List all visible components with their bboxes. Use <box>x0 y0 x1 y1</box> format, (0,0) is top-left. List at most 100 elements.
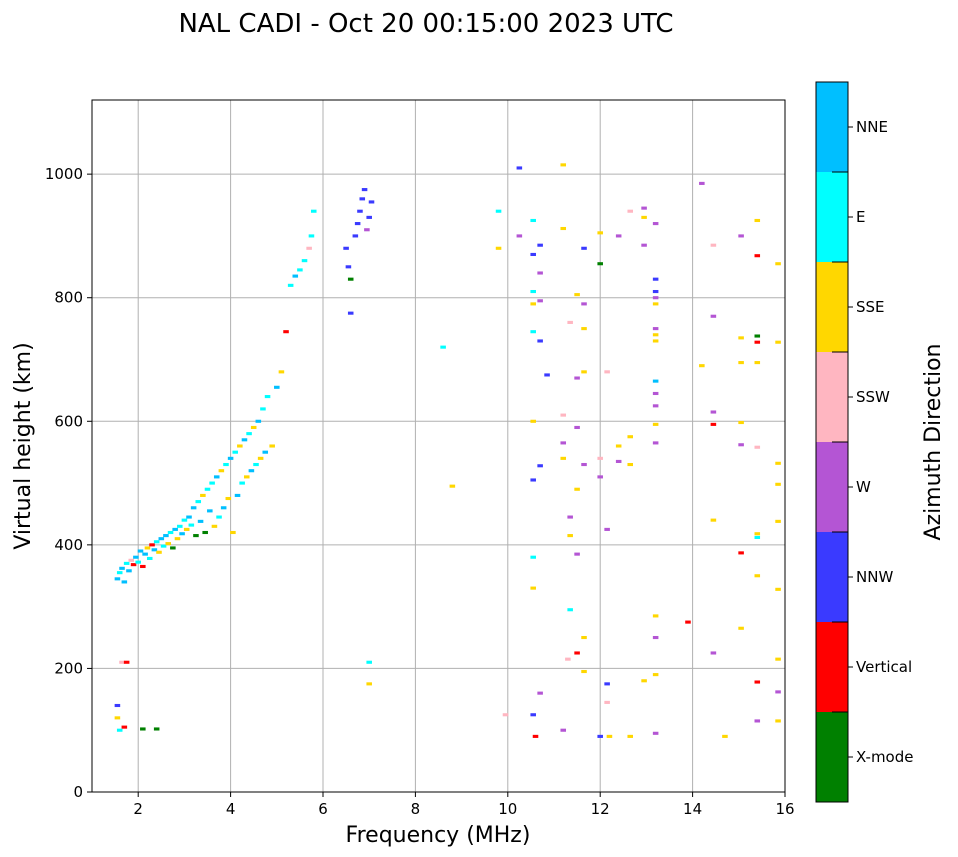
plot-background <box>92 100 785 792</box>
echo-point <box>653 296 659 299</box>
echo-point <box>503 713 509 716</box>
colorbar-category-label: E <box>856 208 865 226</box>
echo-point <box>604 701 610 704</box>
echo-point <box>738 361 744 364</box>
echo-point <box>581 302 587 305</box>
echo-point <box>616 460 622 463</box>
echo-point <box>253 463 259 466</box>
colorbar: X-modeVerticalNNWWSSWSSEENNE <box>816 82 913 802</box>
echo-point <box>641 207 647 210</box>
echo-point <box>122 726 128 729</box>
echo-point <box>209 482 215 485</box>
echo-point <box>207 509 213 512</box>
colorbar-label: Azimuth Direction <box>921 343 946 540</box>
echo-point <box>775 462 781 465</box>
echo-point <box>156 551 162 554</box>
echo-point <box>597 457 603 460</box>
y-axis-label: Virtual height (km) <box>11 342 36 549</box>
echo-point <box>235 494 241 497</box>
echo-point <box>346 265 352 268</box>
x-axis-ticks: 2 4 6 8 10 12 14 16 <box>133 792 794 818</box>
echo-point <box>172 528 178 531</box>
x-tick-label: 12 <box>591 800 610 818</box>
echo-point <box>237 444 243 447</box>
echo-point <box>775 588 781 591</box>
echo-point <box>530 587 536 590</box>
y-tick-label: 1000 <box>45 165 83 183</box>
colorbar-category-label: X-mode <box>856 748 913 766</box>
echo-point <box>246 432 252 435</box>
echo-point <box>574 376 580 379</box>
echo-point <box>560 457 566 460</box>
echo-point <box>653 380 659 383</box>
echo-point <box>126 569 132 572</box>
echo-point <box>653 423 659 426</box>
echo-point <box>145 546 151 549</box>
echo-point <box>653 290 659 293</box>
echo-point <box>124 562 130 565</box>
echo-point <box>616 444 622 447</box>
colorbar-segment <box>816 352 848 442</box>
echo-point <box>226 497 232 500</box>
echo-point <box>574 426 580 429</box>
y-tick-label: 600 <box>54 412 83 430</box>
echo-point <box>653 278 659 281</box>
colorbar-category-label: Vertical <box>856 658 912 676</box>
colorbar-segment <box>816 622 848 712</box>
echo-point <box>560 163 566 166</box>
echo-point <box>530 330 536 333</box>
echo-point <box>198 520 204 523</box>
echo-point <box>258 457 264 460</box>
echo-point <box>581 327 587 330</box>
echo-point <box>755 536 761 539</box>
echo-point <box>366 682 372 685</box>
echo-point <box>607 735 613 738</box>
echo-point <box>214 475 220 478</box>
colorbar-segment <box>816 82 848 172</box>
echo-point <box>567 534 573 537</box>
echo-point <box>755 532 761 535</box>
echo-point <box>755 719 761 722</box>
echo-point <box>653 614 659 617</box>
echo-point <box>738 443 744 446</box>
echo-point <box>184 528 190 531</box>
echo-point <box>627 435 633 438</box>
echo-point <box>755 219 761 222</box>
echo-point <box>212 525 218 528</box>
echo-point <box>597 735 603 738</box>
echo-point <box>560 414 566 417</box>
echo-point <box>653 339 659 342</box>
echo-point <box>496 210 502 213</box>
echo-point <box>530 420 536 423</box>
echo-point <box>537 464 543 467</box>
echo-point <box>775 719 781 722</box>
echo-point <box>216 516 222 519</box>
echo-point <box>283 330 289 333</box>
echo-point <box>357 210 363 213</box>
y-tick-label: 0 <box>73 783 83 801</box>
echo-point <box>115 716 121 719</box>
echo-point <box>574 651 580 654</box>
y-tick-label: 800 <box>54 289 83 307</box>
echo-point <box>560 729 566 732</box>
echo-point <box>159 537 165 540</box>
echo-point <box>581 636 587 639</box>
echo-point <box>154 727 160 730</box>
echo-point <box>195 500 201 503</box>
echo-point <box>755 341 761 344</box>
echo-point <box>191 506 197 509</box>
echo-point <box>293 275 299 278</box>
echo-point <box>533 735 539 738</box>
echo-point <box>699 182 705 185</box>
echo-point <box>517 234 523 237</box>
chart-title: NAL CADI - Oct 20 00:15:00 2023 UTC <box>178 9 673 39</box>
echo-point <box>653 392 659 395</box>
echo-point <box>653 732 659 735</box>
echo-point <box>755 680 761 683</box>
echo-point <box>711 651 717 654</box>
echo-point <box>124 661 130 664</box>
x-tick-label: 2 <box>133 800 143 818</box>
echo-point <box>186 516 192 519</box>
echo-point <box>140 727 146 730</box>
echo-point <box>597 475 603 478</box>
